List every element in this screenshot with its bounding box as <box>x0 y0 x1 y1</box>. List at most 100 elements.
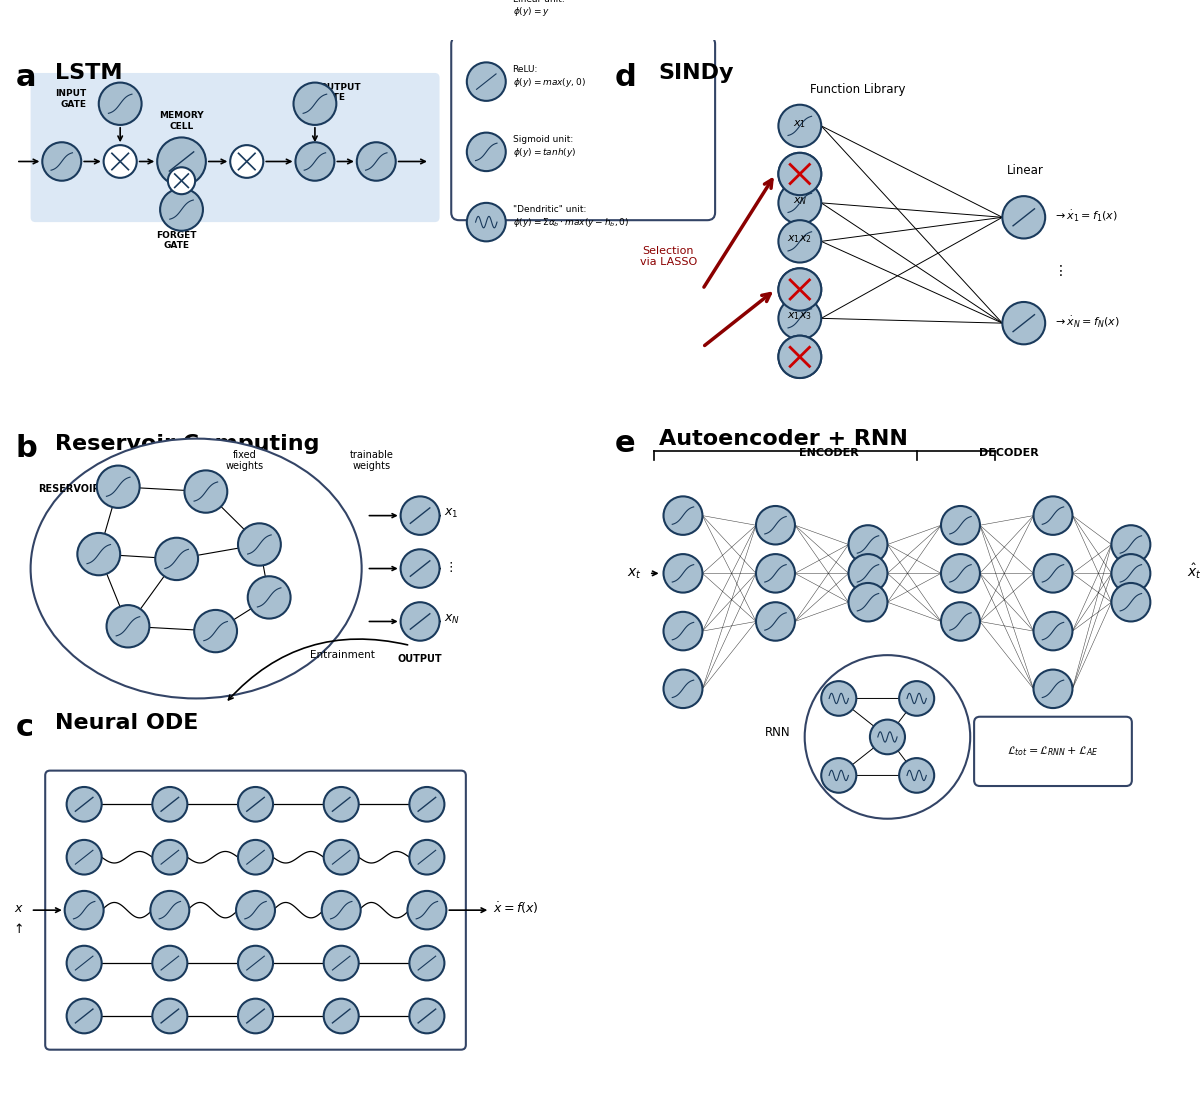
Circle shape <box>779 220 821 263</box>
Circle shape <box>77 533 120 575</box>
Circle shape <box>467 203 505 242</box>
Text: $\vdots$: $\vdots$ <box>1052 263 1063 278</box>
Circle shape <box>1033 670 1073 708</box>
Circle shape <box>238 946 274 980</box>
Circle shape <box>409 787 444 821</box>
Circle shape <box>870 720 905 754</box>
Text: MEMORY
CELL: MEMORY CELL <box>160 112 204 131</box>
Circle shape <box>779 336 821 378</box>
Circle shape <box>322 891 361 930</box>
Circle shape <box>1111 526 1151 564</box>
Text: $x_1$: $x_1$ <box>444 507 458 520</box>
Circle shape <box>401 497 439 534</box>
Circle shape <box>821 758 857 793</box>
Circle shape <box>408 891 446 930</box>
Circle shape <box>899 681 934 715</box>
Text: $\uparrow$: $\uparrow$ <box>12 923 24 936</box>
Circle shape <box>756 554 794 593</box>
Circle shape <box>152 946 187 980</box>
Text: Function Library: Function Library <box>810 83 906 96</box>
Circle shape <box>98 83 142 125</box>
Circle shape <box>779 152 821 195</box>
Text: $\hat{x}_t$: $\hat{x}_t$ <box>1187 562 1200 581</box>
Circle shape <box>805 655 971 819</box>
Circle shape <box>150 891 190 930</box>
Text: $\rightarrow \dot{x}_N= f_N(x)$: $\rightarrow \dot{x}_N= f_N(x)$ <box>1052 314 1120 329</box>
Circle shape <box>230 145 263 178</box>
Text: RNN: RNN <box>764 725 790 739</box>
Circle shape <box>941 506 980 544</box>
Circle shape <box>356 142 396 181</box>
Circle shape <box>664 497 702 534</box>
Text: INPUT
GATE: INPUT GATE <box>55 89 86 108</box>
Circle shape <box>899 758 934 793</box>
Circle shape <box>185 470 227 512</box>
Circle shape <box>756 506 794 544</box>
FancyBboxPatch shape <box>30 73 439 222</box>
Circle shape <box>295 142 335 181</box>
Text: LSTM: LSTM <box>55 63 122 83</box>
Circle shape <box>67 999 102 1033</box>
Circle shape <box>409 840 444 874</box>
Text: Entrainment: Entrainment <box>310 650 374 660</box>
Text: $\vdots$: $\vdots$ <box>444 560 454 574</box>
Circle shape <box>160 189 203 231</box>
Text: $x_N$: $x_N$ <box>444 613 461 626</box>
Text: $\dot{x}= f(x)$: $\dot{x}= f(x)$ <box>493 901 539 916</box>
Circle shape <box>1033 497 1073 534</box>
Circle shape <box>779 268 821 310</box>
Text: b: b <box>16 434 37 463</box>
Circle shape <box>324 999 359 1033</box>
Circle shape <box>152 999 187 1033</box>
Circle shape <box>1111 554 1151 593</box>
FancyBboxPatch shape <box>451 36 715 220</box>
Circle shape <box>848 554 888 593</box>
FancyBboxPatch shape <box>974 716 1132 786</box>
Text: "Dendritic" unit:
$\phi(y)= \Sigma\alpha_b \cdot max(y-h_b, 0)$: "Dendritic" unit: $\phi(y)= \Sigma\alpha… <box>512 205 629 230</box>
Circle shape <box>1033 554 1073 593</box>
Circle shape <box>67 946 102 980</box>
Text: Neural ODE: Neural ODE <box>55 713 198 733</box>
Circle shape <box>238 523 281 565</box>
Circle shape <box>324 787 359 821</box>
Text: FORGET
GATE: FORGET GATE <box>156 231 197 251</box>
Circle shape <box>467 0 505 31</box>
Circle shape <box>779 182 821 224</box>
Circle shape <box>409 999 444 1033</box>
Circle shape <box>238 787 274 821</box>
Text: Linear: Linear <box>1007 164 1044 177</box>
Circle shape <box>194 609 238 652</box>
Circle shape <box>155 538 198 580</box>
Text: $\rightarrow \dot{x}_1= f_1(x)$: $\rightarrow \dot{x}_1= f_1(x)$ <box>1052 208 1117 223</box>
Circle shape <box>1002 302 1045 344</box>
Circle shape <box>779 105 821 147</box>
Circle shape <box>324 840 359 874</box>
Circle shape <box>941 602 980 640</box>
Circle shape <box>1002 197 1045 238</box>
Text: Sigmoid unit:
$\phi(y)= tanh(y)$: Sigmoid unit: $\phi(y)= tanh(y)$ <box>512 135 576 159</box>
Text: $x_1$: $x_1$ <box>793 118 806 130</box>
Circle shape <box>107 605 149 647</box>
Text: d: d <box>614 63 636 93</box>
Circle shape <box>848 526 888 564</box>
Text: $x_1x_2$: $x_1x_2$ <box>787 234 812 245</box>
Text: OUTPUT: OUTPUT <box>397 654 443 664</box>
Text: ReLU:
$\phi(y)= max(y, 0)$: ReLU: $\phi(y)= max(y, 0)$ <box>512 65 586 88</box>
Circle shape <box>67 840 102 874</box>
Text: Autoencoder + RNN: Autoencoder + RNN <box>659 429 907 449</box>
Circle shape <box>756 602 794 640</box>
Circle shape <box>779 268 821 310</box>
Text: ENCODER: ENCODER <box>799 448 859 458</box>
Text: e: e <box>614 429 636 458</box>
Text: Reservoir Computing: Reservoir Computing <box>55 434 319 454</box>
Circle shape <box>821 681 857 715</box>
Text: $\mathcal{L}_{tot}=\mathcal{L}_{RNN}+\mathcal{L}_{AE}$: $\mathcal{L}_{tot}=\mathcal{L}_{RNN}+\ma… <box>1007 744 1099 758</box>
Ellipse shape <box>30 438 361 699</box>
Text: SINDy: SINDy <box>659 63 734 83</box>
Circle shape <box>168 168 196 194</box>
Text: OUTPUT
GATE: OUTPUT GATE <box>319 83 361 102</box>
Circle shape <box>238 840 274 874</box>
Circle shape <box>238 999 274 1033</box>
Text: Linear unit:
$\phi(y)= y$: Linear unit: $\phi(y)= y$ <box>512 0 564 19</box>
Circle shape <box>779 297 821 340</box>
